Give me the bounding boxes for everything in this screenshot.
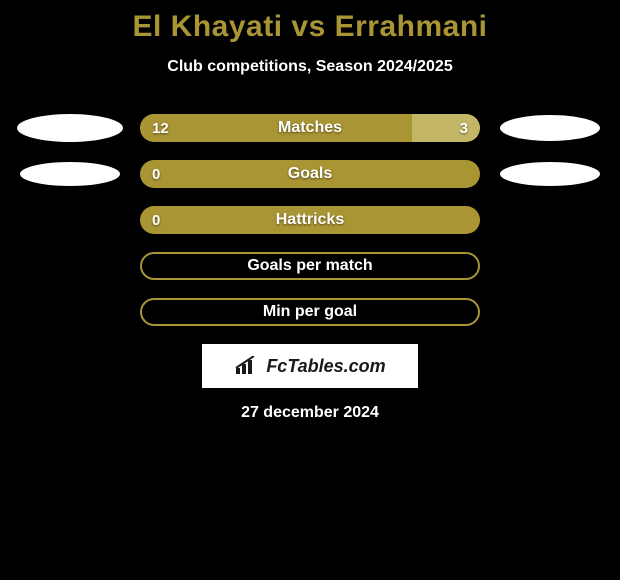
stat-rows: 123Matches 0Goals 0Hattricks Goals per matc… <box>0 114 620 326</box>
player-badge-left <box>0 114 140 142</box>
stat-bar: Goals per match <box>140 252 480 280</box>
stat-label: Goals <box>140 165 480 183</box>
page-title: El Khayati vs Errahmani <box>0 0 620 44</box>
brand-badge: FcTables.com <box>202 344 418 388</box>
player-badge-right <box>480 115 620 141</box>
bar-chart-icon <box>234 356 260 376</box>
ellipse-icon <box>20 162 120 186</box>
player-badge-right <box>480 162 620 186</box>
player-badge-left <box>0 162 140 186</box>
stat-row: Min per goal <box>0 298 620 326</box>
stat-label: Min per goal <box>142 303 478 321</box>
comparison-infographic: El Khayati vs Errahmani Club competition… <box>0 0 620 580</box>
subtitle: Club competitions, Season 2024/2025 <box>0 58 620 76</box>
ellipse-icon <box>500 162 600 186</box>
ellipse-icon <box>500 115 600 141</box>
stat-bar: Min per goal <box>140 298 480 326</box>
stat-row: Goals per match <box>0 252 620 280</box>
date-text: 27 december 2024 <box>0 404 620 422</box>
brand-text: FcTables.com <box>266 356 385 377</box>
stat-label: Goals per match <box>142 257 478 275</box>
stat-row: 0Hattricks <box>0 206 620 234</box>
stat-label: Hattricks <box>140 211 480 229</box>
stat-bar: 123Matches <box>140 114 480 142</box>
stat-row: 0Goals <box>0 160 620 188</box>
stat-bar: 0Hattricks <box>140 206 480 234</box>
ellipse-icon <box>17 114 123 142</box>
stat-label: Matches <box>140 119 480 137</box>
stat-bar: 0Goals <box>140 160 480 188</box>
stat-row: 123Matches <box>0 114 620 142</box>
